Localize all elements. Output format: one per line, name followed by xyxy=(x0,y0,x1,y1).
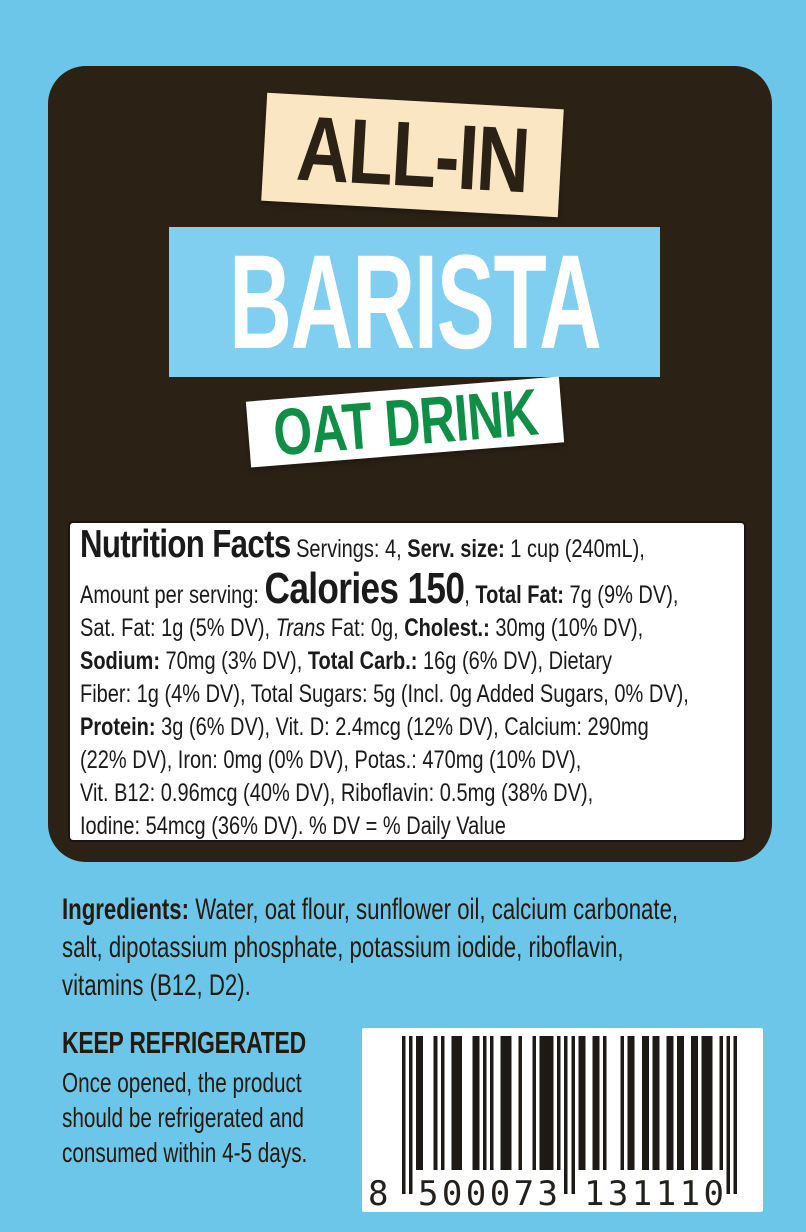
barcode-bar xyxy=(627,1036,635,1170)
text-segment: Trans xyxy=(275,614,326,642)
barcode-bar xyxy=(440,1036,445,1170)
nutrition-facts-box: Nutrition Facts Servings: 4, Serv. size:… xyxy=(68,521,746,842)
barcode-bar xyxy=(719,1036,723,1170)
barcode-bar xyxy=(652,1036,660,1170)
text-segment: Iodine: 54mcg (36% DV). % DV = % Daily V… xyxy=(80,812,506,840)
text-segment: 16g (6% DV), Dietary xyxy=(417,647,612,675)
text-line: vitamins (B12, D2). xyxy=(62,967,251,1005)
barcode-bar xyxy=(602,1036,607,1170)
brand-badge: ALL-IN xyxy=(261,92,564,218)
barcode-bar xyxy=(483,1036,487,1170)
nutrition-facts-text: Nutrition Facts Servings: 4, Serv. size:… xyxy=(80,525,735,843)
barcode-bars: 8 500073 131110 xyxy=(368,1036,737,1214)
barcode-bar xyxy=(733,1036,737,1194)
text-line: Sodium: 70mg (3% DV), Total Carb.: 16g (… xyxy=(80,645,612,678)
barcode-bar xyxy=(641,1036,649,1170)
barcode-bar xyxy=(557,1036,561,1170)
barcode-bar xyxy=(416,1036,424,1170)
text-segment: 70mg (3% DV), xyxy=(160,647,308,675)
barcode-bar xyxy=(433,1036,438,1170)
text-segment: Cholest.: xyxy=(404,614,490,642)
text-segment: 3g (6% DV), Vit. D: 2.4mcg (12% DV), Cal… xyxy=(155,713,649,741)
text-segment: Once opened, the product xyxy=(62,1067,302,1098)
text-segment: (22% DV), Iron: 0mg (0% DV), Potas.: 470… xyxy=(80,746,582,774)
barcode-bar xyxy=(518,1036,522,1170)
barcode-digit-first: 8 xyxy=(368,1174,388,1212)
text-segment: Ingredients: xyxy=(62,893,190,926)
text-line: Amount per serving: Calories 150, Total … xyxy=(80,566,678,612)
barcode-bar xyxy=(620,1036,625,1170)
text-line: consumed within 4-5 days. xyxy=(62,1135,307,1170)
storage-heading: KEEP REFRIGERATED xyxy=(62,1025,306,1060)
text-segment: consumed within 4-5 days. xyxy=(62,1137,308,1168)
text-line: Iodine: 54mcg (36% DV). % DV = % Daily V… xyxy=(80,810,506,843)
text-segment: Water, oat flour, sunflower oil, calcium… xyxy=(189,893,679,926)
text-line: Once opened, the product xyxy=(62,1065,302,1100)
text-segment: 1 cup (240mL), xyxy=(504,535,645,563)
text-segment: Serv. size: xyxy=(407,535,505,563)
text-line: Ingredients: Water, oat flour, sunflower… xyxy=(62,891,678,929)
ingredients-text: Ingredients: Water, oat flour, sunflower… xyxy=(62,891,752,1005)
text-segment: Total Fat: xyxy=(475,581,564,609)
text-segment: vitamins (B12, D2). xyxy=(62,969,251,1002)
barcode-digits-left: 500073 xyxy=(418,1174,558,1212)
text-line: Sat. Fat: 1g (5% DV), Trans Fat: 0g, Cho… xyxy=(80,612,643,645)
text-line: Vit. B12: 0.96mcg (40% DV), Riboflavin: … xyxy=(80,777,593,810)
text-line: (22% DV), Iron: 0mg (0% DV), Potas.: 470… xyxy=(80,744,581,777)
barcode-digits-right: 131110 xyxy=(584,1174,724,1212)
text-segment: Nutrition Facts xyxy=(80,523,291,566)
text-line: Fiber: 1g (4% DV), Total Sugars: 5g (Inc… xyxy=(80,678,689,711)
text-segment: Calories 150 xyxy=(264,564,465,613)
barcode-bar xyxy=(472,1036,480,1170)
brand-name: ALL-IN xyxy=(294,97,531,212)
barcode-bar xyxy=(571,1036,575,1194)
text-segment: Protein: xyxy=(80,713,156,741)
text-segment: Vit. B12: 0.96mcg (40% DV), Riboflavin: … xyxy=(80,779,594,807)
text-line: Protein: 3g (6% DV), Vit. D: 2.4mcg (12%… xyxy=(80,711,649,744)
text-segment: 30mg (10% DV), xyxy=(489,614,644,642)
text-segment: Sat. Fat: 1g (5% DV), xyxy=(80,614,276,642)
text-line: Nutrition Facts Servings: 4, Serv. size:… xyxy=(80,525,645,566)
barcode-bar xyxy=(701,1036,713,1170)
text-segment: Amount per serving: xyxy=(80,581,265,609)
barcode-bar xyxy=(677,1036,685,1170)
barcode-bar xyxy=(402,1036,406,1194)
barcode-bar xyxy=(666,1036,674,1170)
barcode-bar xyxy=(726,1036,730,1194)
barcode-bar xyxy=(532,1036,536,1170)
text-line: should be refrigerated and xyxy=(62,1100,304,1135)
barcode-bar xyxy=(490,1036,494,1170)
text-segment: , xyxy=(464,581,476,609)
text-segment: salt, dipotassium phosphate, potassium i… xyxy=(62,931,624,964)
text-line: salt, dipotassium phosphate, potassium i… xyxy=(62,929,623,967)
barcode-bar xyxy=(500,1036,512,1170)
barcode-bar xyxy=(409,1036,413,1194)
text-segment: 7g (9% DV), xyxy=(563,581,679,609)
barcode-bar xyxy=(592,1036,600,1170)
product-name: BARISTA xyxy=(228,227,602,377)
text-segment: Sodium: xyxy=(80,647,160,675)
barcode-bar xyxy=(691,1036,699,1170)
barcode-bar xyxy=(578,1036,586,1170)
text-segment: Total Carb.: xyxy=(307,647,418,675)
barcode-bar xyxy=(539,1036,554,1170)
barcode-bar xyxy=(564,1036,568,1194)
text-segment: Servings: 4, xyxy=(290,535,408,563)
barcode: 8 500073 131110 xyxy=(362,1028,763,1214)
storage-body: Once opened, the product should be refrig… xyxy=(62,1065,324,1170)
text-segment: should be refrigerated and xyxy=(62,1102,304,1133)
storage-note: KEEP REFRIGERATED Once opened, the produ… xyxy=(62,1025,324,1170)
text-segment: Fiber: 1g (4% DV), Total Sugars: 5g (Inc… xyxy=(80,680,689,708)
product-badge: BARISTA xyxy=(169,227,660,377)
barcode-bar xyxy=(451,1036,462,1170)
text-segment: Fat: 0g, xyxy=(325,614,405,642)
